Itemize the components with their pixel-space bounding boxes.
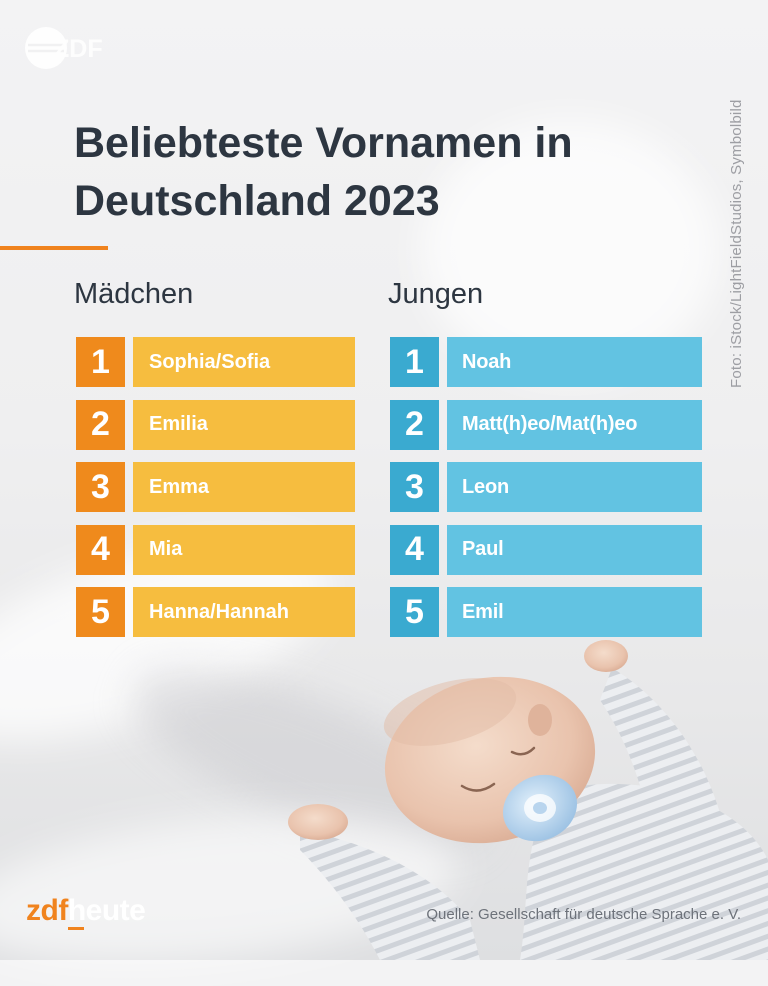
boys-heading: Jungen bbox=[388, 278, 484, 310]
name-bar: Paul bbox=[447, 524, 702, 575]
rank-badge: 2 bbox=[76, 399, 125, 450]
accent-line bbox=[0, 246, 108, 250]
name-bar: Emma bbox=[133, 462, 355, 512]
name-bar: Leon bbox=[447, 462, 702, 512]
name-bar: Emilia bbox=[133, 399, 355, 450]
zdf-watermark: ZDF bbox=[24, 26, 108, 77]
list-item: 4 Mia bbox=[76, 524, 355, 575]
list-item: 3 Leon bbox=[390, 462, 702, 512]
zdfheute-logo: zdfheute bbox=[26, 894, 146, 928]
name-bar: Hanna/Hannah bbox=[133, 587, 355, 637]
list-item: 3 Emma bbox=[76, 462, 355, 512]
logo-heute: heute bbox=[67, 894, 146, 927]
rank-badge: 3 bbox=[76, 462, 125, 512]
rank-badge: 1 bbox=[76, 337, 125, 387]
list-item: 5 Hanna/Hannah bbox=[76, 587, 355, 637]
pacifier-icon bbox=[503, 774, 577, 842]
rank-badge: 4 bbox=[390, 524, 439, 575]
rank-badge: 5 bbox=[390, 587, 439, 637]
list-item: 1 Noah bbox=[390, 337, 702, 387]
rank-badge: 4 bbox=[76, 524, 125, 575]
page-title: Beliebteste Vornamen in Deutschland 2023 bbox=[74, 114, 573, 230]
title-line-1: Beliebteste Vornamen in bbox=[74, 119, 573, 167]
list-item: 1 Sophia/Sofia bbox=[76, 337, 355, 387]
name-bar: Matt(h)eo/Mat(h)eo bbox=[447, 399, 702, 450]
logo-zdf: zdf bbox=[26, 894, 68, 927]
name-bar: Sophia/Sofia bbox=[133, 337, 355, 387]
list-item: 2 Emilia bbox=[76, 399, 355, 450]
rank-badge: 2 bbox=[390, 399, 439, 450]
zdf-watermark-text: ZDF bbox=[54, 35, 103, 63]
list-item: 2 Matt(h)eo/Mat(h)eo bbox=[390, 399, 702, 450]
sleeping-baby-photo bbox=[288, 640, 768, 960]
rank-badge: 3 bbox=[390, 462, 439, 512]
name-bar: Emil bbox=[447, 587, 702, 637]
title-line-2: Deutschland 2023 bbox=[74, 177, 440, 225]
girls-list: 1 Sophia/Sofia 2 Emilia 3 Emma 4 Mia 5 H… bbox=[76, 337, 355, 650]
zdf-logo-icon: ZDF bbox=[25, 27, 103, 69]
source-note: Quelle: Gesellschaft für deutsche Sprach… bbox=[426, 906, 741, 923]
sheet-fold bbox=[420, 120, 720, 380]
list-item: 4 Paul bbox=[390, 524, 702, 575]
list-item: 5 Emil bbox=[390, 587, 702, 637]
name-bar: Noah bbox=[447, 337, 702, 387]
boys-list: 1 Noah 2 Matt(h)eo/Mat(h)eo 3 Leon 4 Pau… bbox=[390, 337, 702, 650]
rank-badge: 5 bbox=[76, 587, 125, 637]
girls-heading: Mädchen bbox=[74, 278, 194, 310]
photo-credit: Foto: iStock/LightFieldStudios, Symbolbi… bbox=[728, 99, 745, 388]
name-bar: Mia bbox=[133, 524, 355, 575]
rank-badge: 1 bbox=[390, 337, 439, 387]
